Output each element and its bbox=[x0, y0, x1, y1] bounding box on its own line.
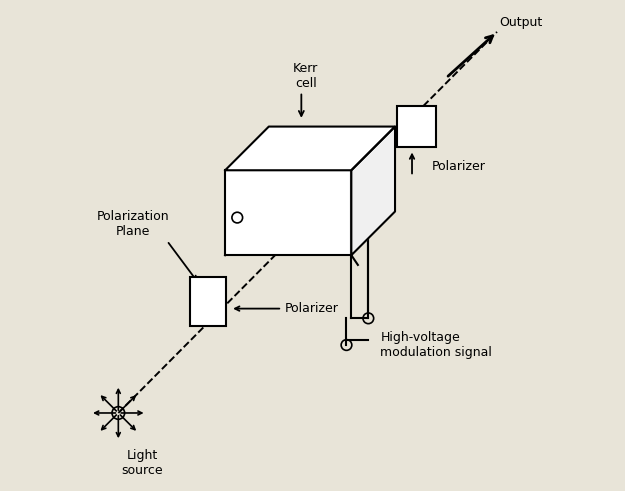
Text: Polarizer: Polarizer bbox=[284, 302, 339, 315]
Text: Output: Output bbox=[499, 17, 542, 29]
Polygon shape bbox=[225, 127, 395, 170]
Polygon shape bbox=[351, 127, 395, 255]
Bar bbox=[190, 277, 226, 326]
Text: Light
source: Light source bbox=[122, 449, 163, 477]
Text: Kerr
cell: Kerr cell bbox=[293, 62, 318, 90]
Text: Polarization
Plane: Polarization Plane bbox=[97, 210, 169, 238]
Bar bbox=[225, 170, 351, 255]
Text: High-voltage
modulation signal: High-voltage modulation signal bbox=[381, 331, 492, 359]
Text: Polarizer: Polarizer bbox=[431, 160, 485, 173]
Bar bbox=[398, 106, 436, 147]
